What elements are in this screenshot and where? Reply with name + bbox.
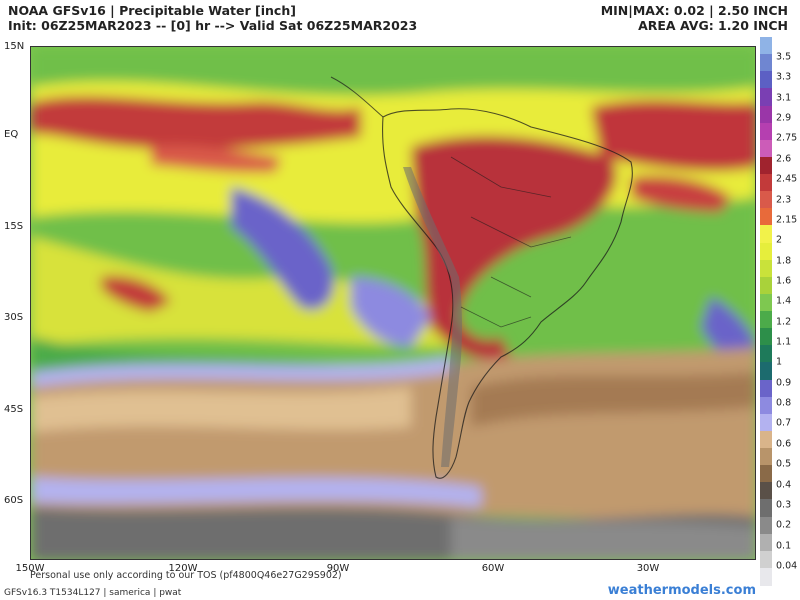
colorbar-label: 0.5	[776, 458, 792, 470]
lon-label-60w: 60W	[481, 563, 505, 574]
colorbar-segment	[760, 465, 772, 483]
lat-label-15s: 15S	[4, 221, 24, 232]
colorbar-label: 3.5	[776, 51, 792, 63]
colorbar-label: 2.45	[776, 173, 798, 185]
colorbar-label: 0.8	[776, 397, 792, 409]
model-info: GFSv16.3 T1534L127 | samerica | pwat	[4, 588, 182, 598]
init-valid-time: Init: 06Z25MAR2023 -- [0] hr --> Valid S…	[8, 18, 418, 33]
colorbar-label: 1	[776, 356, 783, 368]
colorbar-segment	[760, 242, 772, 261]
tos-notice: Personal use only according to our TOS (…	[30, 570, 342, 581]
colorbar-segment	[760, 37, 772, 55]
colorbar-label: 2	[776, 234, 783, 246]
colorbar-label: 0.7	[776, 417, 792, 429]
colorbar-label: 3.3	[776, 71, 792, 83]
colorbar-segment	[760, 191, 772, 209]
colorbar-segment	[760, 448, 772, 466]
colorbar-segment	[760, 276, 772, 295]
colorbar-label: 2.6	[776, 153, 792, 165]
colorbar-segment	[760, 225, 772, 243]
colorbar-label: 3.1	[776, 92, 792, 104]
colorbar-segment	[760, 362, 772, 380]
lat-label-60s: 60S	[4, 495, 24, 506]
lon-label-30w: 30W	[636, 563, 660, 574]
map-title: NOAA GFSv16 | Precipitable Water [inch]	[8, 3, 296, 18]
colorbar-label: 0.6	[776, 438, 792, 450]
colorbar-segment	[760, 499, 772, 517]
colorbar-segment	[760, 293, 772, 312]
colorbar-segment	[760, 208, 772, 226]
colorbar	[760, 37, 772, 586]
colorbar-label: 2.3	[776, 194, 792, 206]
pwat-field	[31, 47, 755, 559]
colorbar-segment	[760, 156, 772, 175]
colorbar-segment	[760, 430, 772, 449]
country-borders	[450, 156, 572, 328]
colorbar-segment	[760, 345, 772, 363]
colorbar-label: 0.04	[776, 560, 798, 572]
colorbar-segment	[760, 396, 772, 415]
lon-label-90w: 90W	[326, 563, 350, 574]
colorbar-segment	[760, 567, 772, 586]
area-average-readout: AREA AVG: 1.20 INCH	[638, 18, 788, 33]
lon-label-120w: 120W	[168, 563, 198, 574]
colorbar-label: 0.2	[776, 519, 792, 531]
colorbar-segment	[760, 550, 772, 569]
colorbar-segment	[760, 139, 772, 158]
colorbar-label: 2.9	[776, 112, 792, 124]
colorbar-label: 2.75	[776, 132, 798, 144]
colorbar-segment	[760, 482, 772, 500]
colorbar-label: 0.9	[776, 377, 792, 389]
precipitable-water-map	[30, 46, 756, 560]
min-max-readout: MIN|MAX: 0.02 | 2.50 INCH	[600, 3, 788, 18]
colorbar-segment	[760, 533, 772, 552]
south-america-coastline	[382, 108, 633, 479]
colorbar-label: 1.1	[776, 336, 792, 348]
lat-label-30s: 30S	[4, 312, 24, 323]
colorbar-segment	[760, 379, 772, 398]
colorbar-segment	[760, 122, 772, 141]
lat-label-45s: 45S	[4, 404, 24, 415]
lat-label-eq: EQ	[4, 129, 19, 140]
colorbar-label: 1.6	[776, 275, 792, 287]
colorbar-label: 0.4	[776, 479, 792, 491]
colorbar-segment	[760, 259, 772, 278]
colorbar-segment	[760, 105, 772, 124]
colorbar-segment	[760, 71, 772, 89]
colorbar-label: 0.1	[776, 540, 792, 552]
colorbar-segment	[760, 174, 772, 192]
lat-label-15n: 15N	[4, 41, 25, 52]
lon-label-150w: 150W	[15, 563, 45, 574]
colorbar-segment	[760, 516, 772, 535]
colorbar-label: 1.4	[776, 295, 792, 307]
colorbar-segment	[760, 311, 772, 329]
colorbar-label: 1.8	[776, 255, 792, 267]
colorbar-segment	[760, 54, 772, 72]
colorbar-label: 0.3	[776, 499, 792, 511]
colorbar-segment	[760, 88, 772, 106]
website-link[interactable]: weathermodels.com	[607, 583, 756, 598]
colorbar-segment	[760, 413, 772, 432]
central-america-coastline	[330, 76, 384, 118]
colorbar-label: 2.15	[776, 214, 798, 226]
colorbar-label: 1.2	[776, 316, 792, 328]
andes-terrain	[403, 167, 462, 467]
colorbar-segment	[760, 328, 772, 346]
